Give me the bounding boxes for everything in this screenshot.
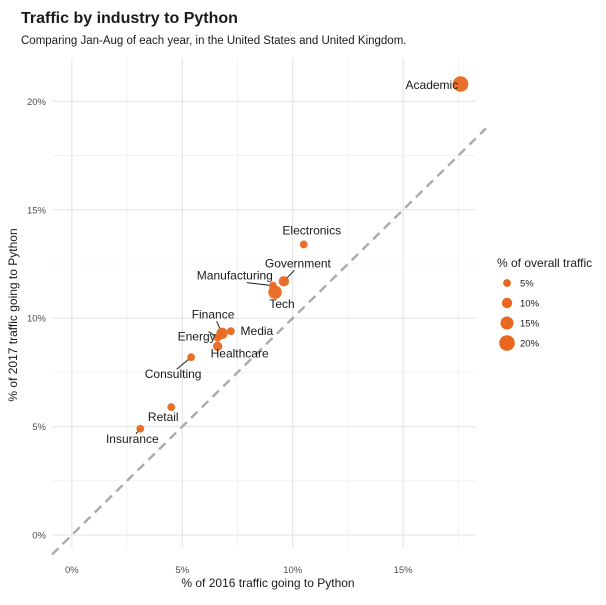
data-label: Academic — [406, 78, 459, 92]
y-tick-label: 15% — [27, 205, 47, 216]
y-tick-label: 20% — [27, 97, 47, 108]
y-tick-label: 0% — [32, 530, 46, 541]
label-leader-line — [246, 282, 273, 287]
data-point — [213, 333, 222, 342]
legend-title: % of overall traffic — [497, 256, 592, 270]
x-tick-label: 10% — [283, 565, 303, 576]
legend-key — [500, 316, 514, 330]
x-tick-label: 15% — [394, 565, 414, 576]
data-label: Electronics — [282, 223, 341, 237]
data-point — [452, 76, 469, 92]
data-label: Healthcare — [211, 346, 269, 360]
data-point — [226, 327, 235, 336]
legend-label: 20% — [520, 339, 540, 350]
legend-label: 15% — [520, 319, 540, 330]
x-tick-label: 5% — [175, 565, 189, 576]
y-tick-label: 5% — [32, 422, 46, 433]
chart-subtitle: Comparing Jan-Aug of each year, in the U… — [21, 35, 407, 47]
data-point — [278, 276, 290, 287]
data-point — [187, 353, 196, 362]
data-label: Insurance — [106, 432, 159, 446]
legend-label: 5% — [520, 279, 534, 290]
reference-line — [51, 127, 487, 556]
legend-key — [503, 279, 511, 287]
y-axis-title: % of 2017 traffic going to Python — [6, 228, 20, 401]
x-axis-ticks: 0% 5% 10% 15% — [65, 565, 413, 576]
grid — [52, 58, 476, 548]
y-axis-ticks: 0% 5% 10% 15% 20% — [27, 97, 47, 542]
x-axis-title: % of 2016 traffic going to Python — [181, 576, 354, 590]
data-label: Tech — [269, 297, 294, 311]
legend-key — [499, 335, 515, 351]
data-label: Manufacturing — [197, 269, 273, 283]
data-label: Energy — [178, 330, 216, 344]
data-point — [167, 403, 176, 411]
x-tick-label: 0% — [65, 565, 79, 576]
data-point — [299, 240, 308, 249]
data-label: Finance — [192, 307, 235, 321]
data-point — [268, 285, 282, 299]
chart-title: Traffic by industry to Python — [21, 10, 238, 27]
data-point — [136, 424, 145, 433]
data-points — [136, 76, 469, 433]
data-label: Retail — [148, 410, 179, 424]
legend-key — [501, 297, 513, 309]
y-equals-x-line — [51, 127, 487, 556]
y-tick-label: 10% — [27, 314, 47, 325]
data-labels: Academic Electronics GovernmentManufacturi… — [106, 78, 458, 446]
legend: % of overall traffic 5% 10% 15% 20% — [497, 256, 592, 351]
data-label: Media — [241, 324, 274, 338]
data-label: Consulting — [145, 367, 202, 381]
data-label: Government — [265, 256, 332, 270]
data-point — [212, 341, 223, 352]
legend-label: 10% — [520, 299, 540, 310]
